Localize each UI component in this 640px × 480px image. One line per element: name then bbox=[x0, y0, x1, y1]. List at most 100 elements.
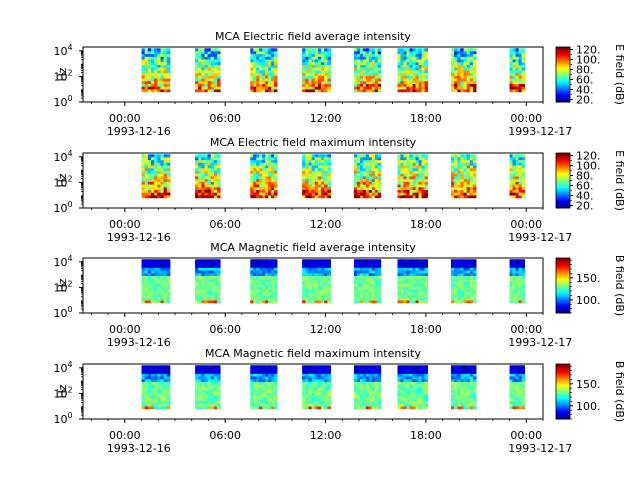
spectrogram-cell bbox=[400, 78, 404, 82]
spectrogram-cell bbox=[353, 376, 358, 380]
spectrogram-cell bbox=[253, 80, 257, 85]
spectrogram-cell bbox=[509, 400, 513, 404]
spectrogram-cell bbox=[421, 178, 425, 182]
spectrogram-cell bbox=[457, 259, 461, 263]
spectrogram-cell bbox=[412, 159, 416, 163]
spectrogram-cell bbox=[201, 53, 205, 57]
spectrogram-cell bbox=[377, 267, 382, 271]
spectrogram-cell bbox=[204, 83, 209, 87]
spectrogram-cell bbox=[265, 178, 269, 182]
spectrogram-cell bbox=[213, 80, 218, 85]
spectrogram-cell bbox=[509, 165, 513, 169]
colorbar-segment bbox=[556, 75, 570, 78]
spectrogram-cell bbox=[262, 157, 266, 161]
spectrogram-cell bbox=[356, 64, 361, 68]
spectrogram-cell bbox=[400, 281, 404, 285]
spectrogram-cell bbox=[509, 267, 513, 271]
spectrogram-cell bbox=[421, 56, 425, 60]
spectrogram-cell bbox=[368, 400, 373, 404]
spectrogram-cell bbox=[271, 159, 275, 163]
spectrogram-cell bbox=[268, 264, 272, 268]
spectrogram-cell bbox=[406, 61, 410, 65]
spectrogram-cell bbox=[424, 378, 428, 382]
spectrogram-cell bbox=[424, 167, 428, 171]
spectrogram-cell bbox=[250, 289, 254, 293]
spectrogram-cell bbox=[166, 365, 171, 369]
spectrogram-cell bbox=[195, 192, 199, 196]
spectrogram-cell bbox=[362, 297, 367, 301]
spectrogram-cell bbox=[151, 259, 155, 263]
spectrogram-cell bbox=[274, 167, 278, 171]
spectrogram-cell bbox=[374, 289, 379, 293]
spectrogram-cell bbox=[512, 165, 516, 169]
spectrogram-cell bbox=[521, 70, 525, 74]
colorbar-segment bbox=[556, 168, 570, 171]
spectrogram-cell bbox=[509, 170, 513, 174]
spectrogram-cell bbox=[256, 291, 260, 296]
spectrogram-cell bbox=[268, 365, 272, 369]
spectrogram-cell bbox=[308, 373, 313, 377]
data-block bbox=[250, 154, 278, 199]
spectrogram-cell bbox=[217, 184, 221, 188]
spectrogram-cell bbox=[512, 67, 516, 71]
spectrogram-cell bbox=[302, 406, 306, 410]
spectrogram-cell bbox=[147, 376, 152, 380]
spectrogram-cell bbox=[424, 392, 428, 396]
spectrogram-cell bbox=[268, 61, 272, 65]
spectrogram-cell bbox=[327, 294, 331, 298]
spectrogram-cell bbox=[353, 395, 358, 399]
spectrogram-cell bbox=[406, 378, 410, 382]
spectrogram-cell bbox=[460, 397, 464, 402]
spectrogram-cell bbox=[512, 403, 516, 407]
spectrogram-cell bbox=[268, 192, 272, 196]
spectrogram-cell bbox=[144, 378, 149, 382]
spectrogram-cell bbox=[460, 381, 464, 385]
spectrogram-cell bbox=[353, 373, 358, 377]
spectrogram-cell bbox=[271, 59, 275, 63]
spectrogram-cell bbox=[166, 59, 171, 63]
spectrogram-cell bbox=[154, 165, 158, 169]
colorbar-tick-label: 40. bbox=[576, 190, 594, 203]
data-block bbox=[250, 365, 278, 410]
spectrogram-cell bbox=[521, 381, 525, 385]
spectrogram-cell bbox=[374, 167, 379, 171]
spectrogram-cell bbox=[457, 162, 461, 166]
spectrogram-cell bbox=[406, 387, 410, 391]
spectrogram-cell bbox=[424, 72, 428, 76]
spectrogram-cell bbox=[157, 176, 161, 180]
spectrogram-cell bbox=[451, 406, 455, 410]
spectrogram-cell bbox=[512, 286, 516, 290]
colorbar-segment bbox=[556, 293, 570, 296]
spectrogram-cell bbox=[418, 195, 422, 199]
spectrogram-cell bbox=[463, 162, 468, 166]
spectrogram-cell bbox=[412, 289, 416, 293]
spectrogram-cell bbox=[365, 289, 370, 293]
spectrogram-cell bbox=[160, 162, 165, 166]
spectrogram-cell bbox=[403, 162, 407, 166]
spectrogram-cell bbox=[409, 173, 413, 177]
spectrogram-cell bbox=[518, 381, 522, 385]
spectrogram-cell bbox=[469, 51, 474, 55]
spectrogram-cell bbox=[327, 61, 331, 65]
spectrogram-cell bbox=[262, 78, 266, 82]
spectrogram-cell bbox=[469, 167, 474, 171]
spectrogram-cell bbox=[460, 278, 464, 282]
spectrogram-cell bbox=[314, 275, 319, 279]
spectrogram-cell bbox=[262, 297, 266, 301]
spectrogram-cell bbox=[418, 53, 422, 57]
spectrogram-cell bbox=[512, 376, 516, 380]
spectrogram-cell bbox=[397, 281, 401, 285]
spectrogram-cell bbox=[321, 67, 325, 71]
spectrogram-cell bbox=[163, 178, 168, 182]
spectrogram-cell bbox=[409, 262, 413, 266]
spectrogram-cell bbox=[250, 278, 254, 282]
spectrogram-cell bbox=[424, 262, 428, 266]
spectrogram-cell bbox=[371, 395, 376, 399]
spectrogram-cell bbox=[324, 70, 328, 74]
spectrogram-cell bbox=[415, 86, 419, 90]
spectrogram-cell bbox=[374, 59, 379, 63]
spectrogram-cell bbox=[166, 176, 171, 180]
spectrogram-cell bbox=[518, 165, 522, 169]
spectrogram-cell bbox=[144, 51, 149, 55]
spectrogram-cell bbox=[268, 291, 272, 296]
